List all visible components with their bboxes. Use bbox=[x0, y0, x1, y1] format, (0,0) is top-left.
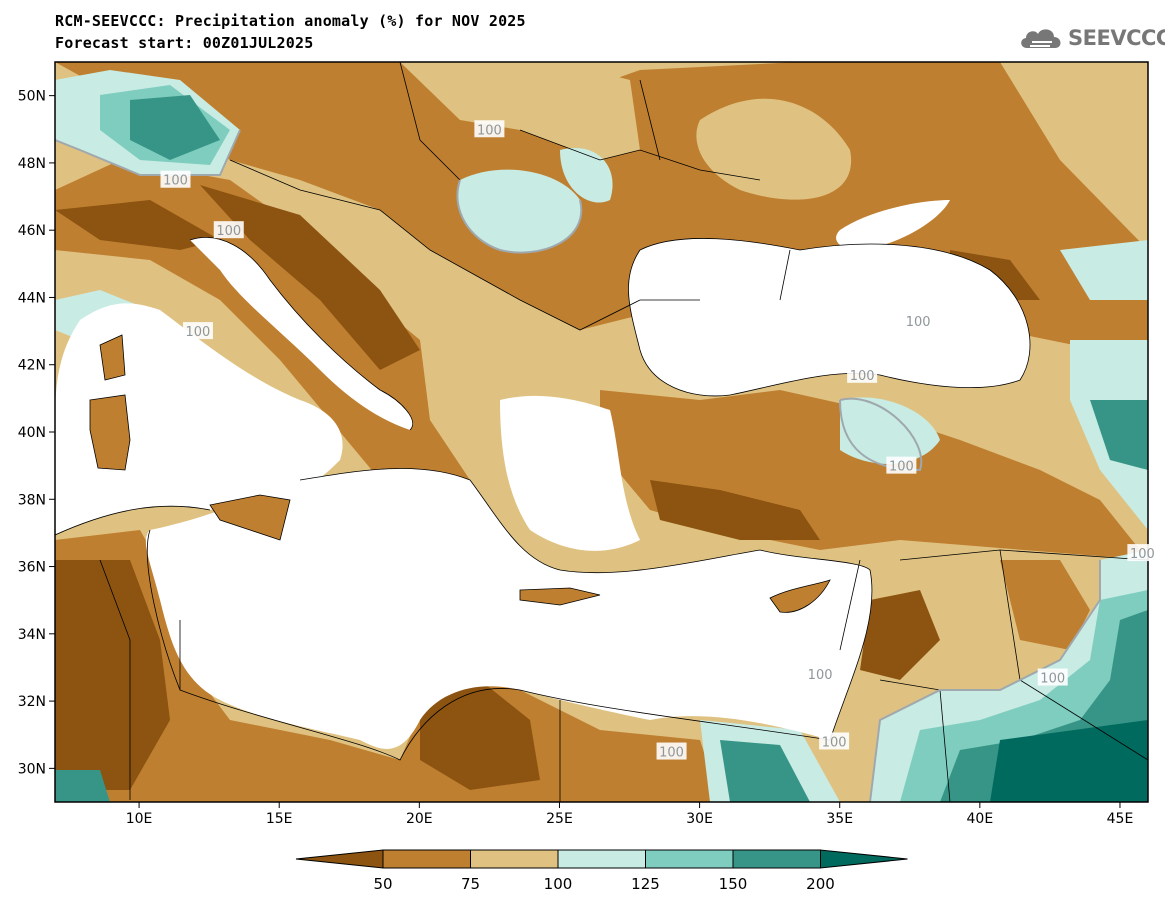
contour-label: 100 bbox=[805, 665, 836, 683]
black-sea bbox=[628, 238, 1030, 396]
colorbar-label: 100 bbox=[544, 875, 573, 893]
colorbar-label: 75 bbox=[461, 875, 480, 893]
coastlines-and-borders bbox=[55, 62, 1148, 802]
latitude-axis: 30N 32N 34N 36N 38N 40N 42N 44N 46N 48N 50N bbox=[18, 89, 55, 777]
contour-label: 100 bbox=[160, 170, 191, 189]
mediterranean-sea bbox=[145, 468, 872, 749]
crete bbox=[519, 587, 601, 606]
svg-text:100: 100 bbox=[822, 735, 847, 750]
colorbar-lower-arrow bbox=[295, 849, 384, 869]
colorbar-label: 150 bbox=[719, 875, 748, 893]
cyprus bbox=[769, 579, 831, 613]
map-title: RCM-SEEVCCC: Precipitation anomaly (%) f… bbox=[55, 12, 526, 30]
svg-text:100: 100 bbox=[216, 224, 241, 239]
contour-label: 100 bbox=[819, 732, 850, 750]
lon-tick-label: 30E bbox=[686, 811, 713, 827]
lon-tick-label: 45E bbox=[1107, 811, 1134, 827]
svg-text:100: 100 bbox=[889, 460, 914, 475]
logo-text: SEEVCCC bbox=[1068, 26, 1165, 50]
adriatic-sea bbox=[190, 237, 413, 430]
contour-label: 100 bbox=[474, 120, 505, 138]
forecast-start: Forecast start: 00Z01JUL2025 bbox=[55, 34, 314, 52]
lat-tick-label: 46N bbox=[18, 223, 46, 239]
lon-tick-label: 20E bbox=[406, 811, 433, 827]
svg-text:100: 100 bbox=[477, 123, 502, 138]
contour-label: 100 bbox=[886, 456, 917, 475]
svg-text:100: 100 bbox=[1130, 547, 1155, 562]
svg-text:100: 100 bbox=[1040, 672, 1065, 687]
colorbar-label: 50 bbox=[373, 875, 392, 893]
lat-tick-label: 50N bbox=[18, 89, 46, 105]
contour-label: 100 bbox=[656, 742, 687, 761]
lat-tick-label: 36N bbox=[18, 560, 46, 576]
colorbar-label: 125 bbox=[631, 875, 660, 893]
anomaly-field bbox=[55, 62, 1148, 802]
lat-tick-label: 32N bbox=[18, 694, 46, 710]
lon-tick-label: 15E bbox=[266, 811, 293, 827]
contour-label: 100 bbox=[1037, 668, 1068, 687]
seevccc-logo: SEEVCCC bbox=[1017, 22, 1165, 54]
colorbar-segment bbox=[470, 849, 559, 869]
colorbar-segment bbox=[645, 849, 734, 869]
lat-tick-label: 42N bbox=[18, 358, 46, 374]
colorbar-segment bbox=[557, 849, 646, 869]
contour-label: 100 bbox=[182, 322, 213, 340]
lat-tick-label: 34N bbox=[18, 627, 46, 643]
sea-of-azov bbox=[836, 200, 950, 250]
lon-tick-label: 10E bbox=[126, 811, 153, 827]
contour-100-lines bbox=[55, 129, 1101, 802]
svg-text:100: 100 bbox=[163, 174, 188, 189]
contour-label: 100 bbox=[847, 365, 878, 384]
colorbar-segment bbox=[382, 849, 471, 869]
lat-tick-label: 30N bbox=[18, 761, 46, 777]
sardinia bbox=[89, 394, 131, 471]
tyrrhenian-sea bbox=[55, 303, 343, 535]
lat-tick-label: 48N bbox=[18, 156, 46, 172]
lon-tick-label: 40E bbox=[967, 811, 994, 827]
sicily bbox=[209, 494, 291, 541]
contour-label: 100 bbox=[903, 312, 934, 330]
colorbar-upper-arrow bbox=[820, 849, 908, 869]
lat-tick-label: 40N bbox=[18, 425, 46, 441]
svg-text:100: 100 bbox=[659, 746, 684, 761]
svg-text:100: 100 bbox=[850, 369, 875, 384]
contour-label: 100 bbox=[1127, 544, 1158, 562]
lat-tick-label: 44N bbox=[18, 290, 46, 306]
cloud-icon bbox=[1021, 29, 1061, 48]
lon-tick-label: 25E bbox=[546, 811, 573, 827]
lat-tick-label: 38N bbox=[18, 492, 46, 508]
aegean-sea bbox=[500, 395, 640, 551]
svg-text:100: 100 bbox=[808, 668, 833, 683]
svg-text:100: 100 bbox=[186, 325, 211, 340]
contour-label: 100 bbox=[213, 221, 244, 239]
corsica bbox=[99, 334, 126, 381]
lon-tick-label: 35E bbox=[826, 811, 853, 827]
colorbar-segment bbox=[732, 849, 821, 869]
svg-text:100: 100 bbox=[906, 315, 931, 330]
precipitation-map: 10E 15E 20E 25E 30E 35E 40E 45E 30N 32N 34N 36N 38N… bbox=[17, 61, 1158, 827]
contour-labels: 100 100 100 100 100 100 100 100 100 100 100 100 bbox=[160, 120, 1158, 761]
colorbar-label: 200 bbox=[806, 875, 835, 893]
colorbar: 50 75 100 125 150 200 bbox=[295, 849, 908, 893]
longitude-axis: 10E 15E 20E 25E 30E 35E 40E 45E bbox=[126, 802, 1134, 827]
